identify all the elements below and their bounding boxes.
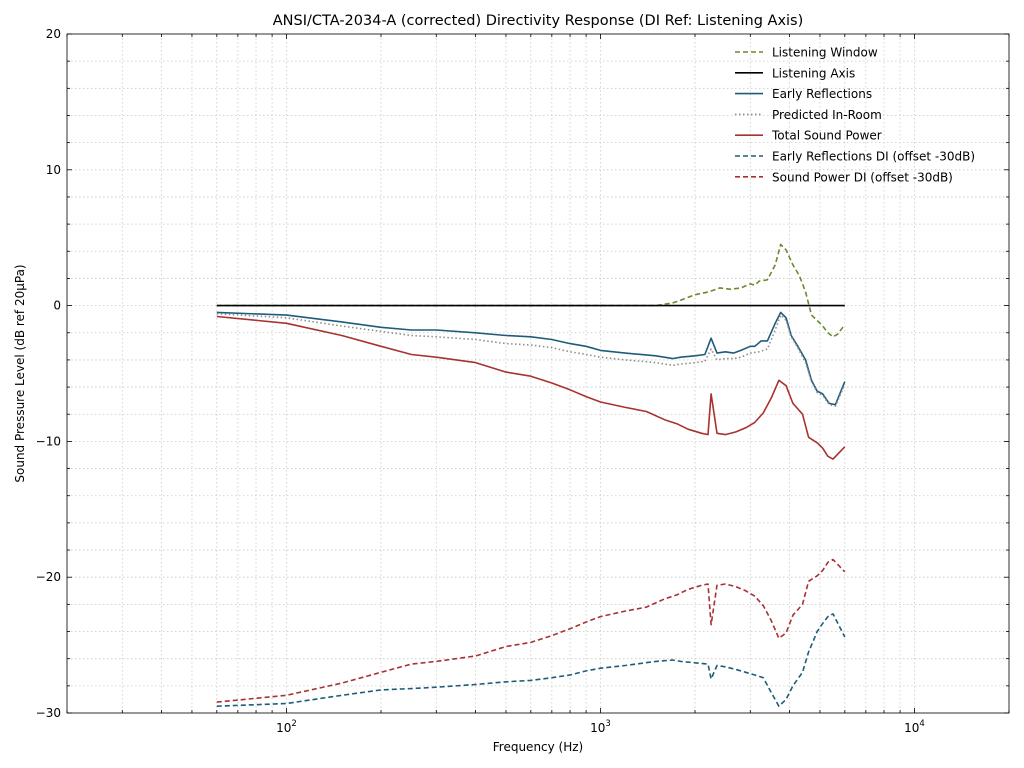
legend-label: Early Reflections (772, 87, 872, 101)
y-axis-label: Sound Pressure Level (dB ref 20µPa) (13, 264, 27, 482)
legend-label: Early Reflections DI (offset -30dB) (772, 150, 975, 164)
y-tick-label: −30 (36, 706, 61, 720)
y-tick-label: 10 (46, 163, 61, 177)
series-line-early-reflections-di-offset-30db (216, 613, 846, 707)
legend: Listening Window Listening Axis Early Refl… (735, 46, 975, 184)
y-tick-label: 0 (53, 299, 61, 313)
legend-label: Sound Power DI (offset -30dB) (772, 170, 953, 184)
legend-label: Total Sound Power (771, 129, 882, 143)
x-tick-label: 103 (590, 719, 611, 735)
plot-frame (66, 33, 1010, 714)
x-tick-label: 102 (276, 719, 297, 735)
series-line-early-reflections (216, 311, 846, 406)
series-line-sound-power-di-offset-30db (216, 558, 846, 703)
y-tick-label: 20 (46, 27, 61, 41)
legend-label: Listening Axis (772, 66, 855, 80)
legend-label: Predicted In-Room (772, 108, 882, 122)
series-line-total-sound-power (216, 315, 846, 460)
y-tick-label: −20 (36, 570, 61, 584)
chart-title: ANSI/CTA-2034-A (corrected) Directivity … (273, 13, 804, 29)
series-lines (216, 243, 846, 707)
x-tick-label: 104 (904, 719, 925, 735)
legend-label: Listening Window (772, 46, 878, 60)
series-line-listening-window (216, 243, 846, 338)
x-axis-label: Frequency (Hz) (493, 740, 584, 754)
axis-ticks: 20 10 0 −10 −20 −30 102 103 104 (36, 27, 1010, 735)
series-line-predicted-in-room (216, 312, 846, 407)
y-tick-label: −10 (36, 434, 61, 448)
